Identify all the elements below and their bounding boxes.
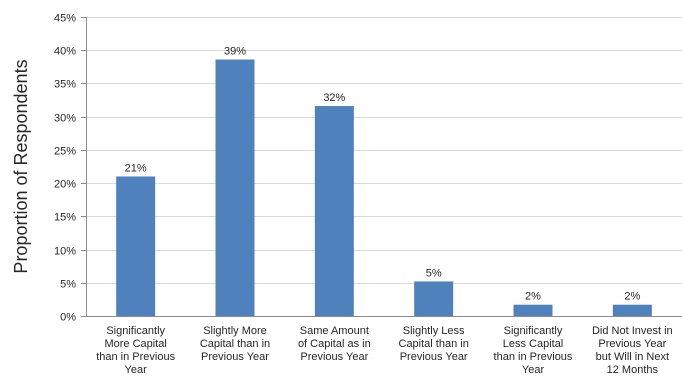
data-label: 2% (525, 291, 541, 303)
data-label: 32% (323, 92, 345, 104)
data-labels: 21% 39% 32% 5% 2% 2% (125, 46, 641, 303)
category-label: Significantly Less Capital than in Previou… (494, 325, 573, 376)
y-tick-label: 0% (60, 312, 76, 324)
category-label: Slightly Less Capital than in Previous Yea… (399, 325, 469, 363)
y-tick-label: 5% (60, 279, 76, 291)
category-label: Same Amount of Capital as in Previous Year (298, 325, 371, 363)
category-label: Significantly More Capital than in Previou… (96, 325, 175, 376)
y-tick-label: 25% (54, 146, 76, 158)
bar (116, 176, 156, 316)
y-axis-label: Proportion of Respondents (11, 59, 31, 273)
y-tick-label: 30% (54, 113, 76, 125)
y-tick-label: 40% (54, 46, 76, 58)
bar (314, 106, 354, 316)
data-label: 39% (224, 46, 246, 58)
y-tick-label: 45% (54, 13, 76, 25)
category-labels: Significantly More Capital than in Previou… (96, 325, 672, 376)
data-label: 2% (624, 291, 640, 303)
y-tick-label: 35% (54, 79, 76, 91)
y-axis-ticks: 0% 5% 10% 15% 20% 25% 30% 35% 40% 45% (54, 13, 86, 324)
bar (414, 281, 454, 316)
category-label: Slightly More Capital than in Previous Yea… (200, 325, 270, 363)
bar (612, 304, 652, 316)
bar (513, 304, 553, 316)
y-tick-label: 15% (54, 212, 76, 224)
y-tick-label: 20% (54, 179, 76, 191)
y-tick-label: 10% (54, 246, 76, 258)
data-label: 21% (125, 162, 147, 174)
bars (116, 59, 652, 316)
category-label: Did Not Invest in Previous Year but Will i… (592, 325, 673, 376)
data-label: 5% (426, 267, 442, 279)
bar (215, 59, 255, 316)
gridlines (86, 17, 682, 284)
